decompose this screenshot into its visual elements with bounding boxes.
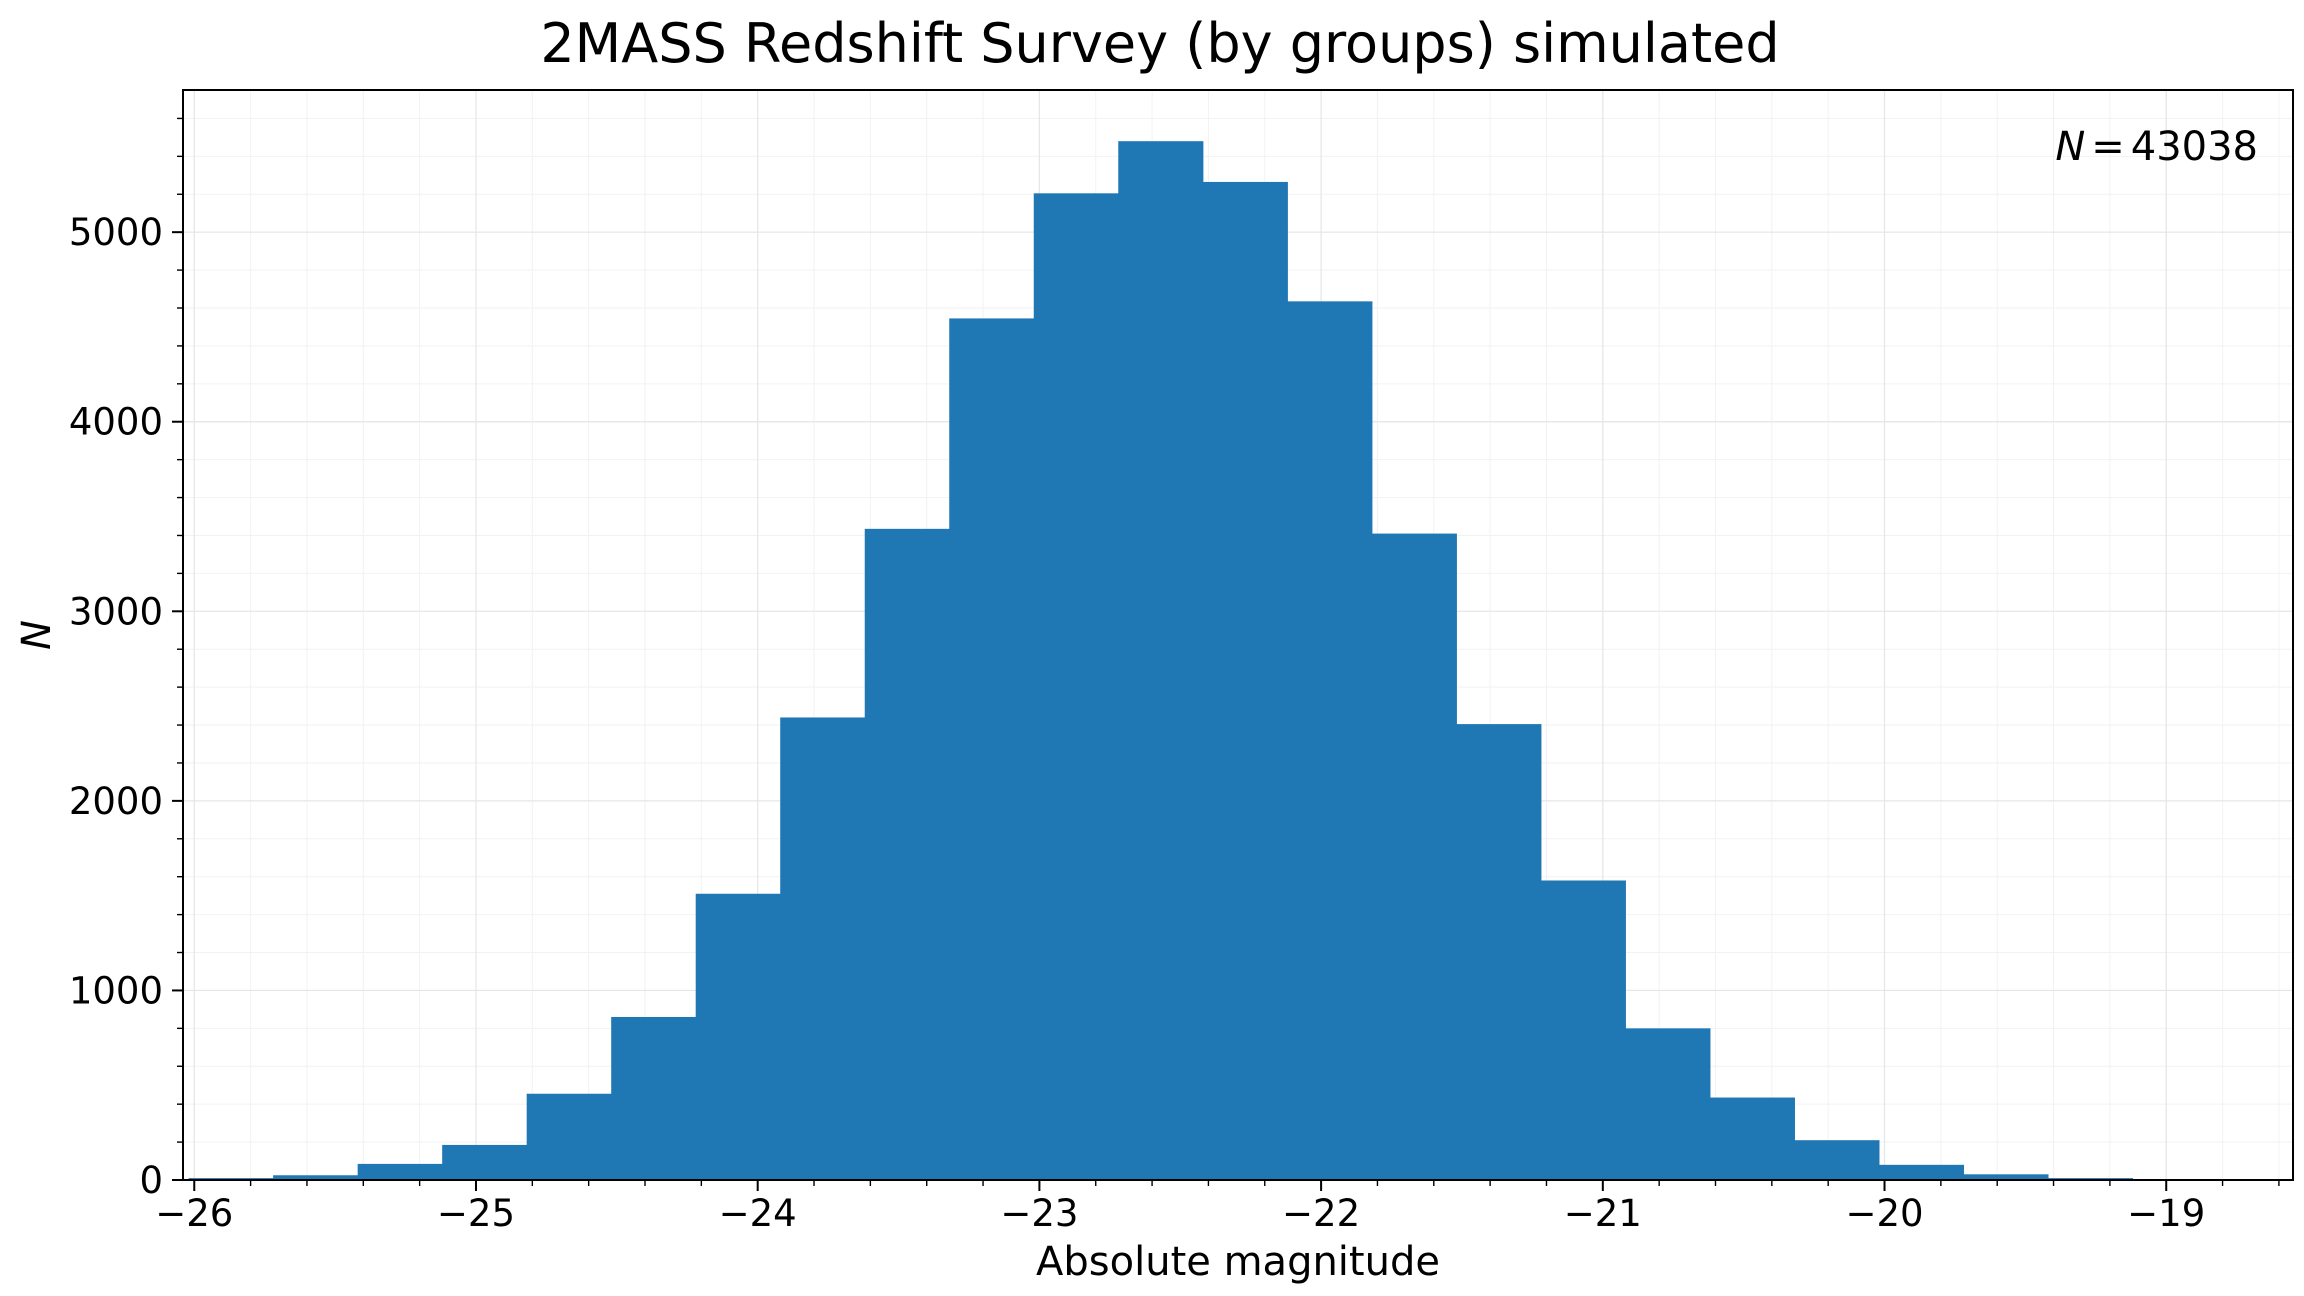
histogram-bar: [1371, 533, 1457, 1180]
histogram-bar: [1287, 301, 1373, 1180]
annotation-value: 43038: [2131, 124, 2258, 170]
histogram-bar: [1118, 141, 1204, 1180]
y-tick-label: 5000: [69, 211, 163, 254]
x-tick-labels: −26 −25 −24 −23 −22 −21 −20 −19: [155, 1192, 2205, 1235]
annotation-variable: N: [2055, 124, 2085, 170]
x-tick-label: −22: [1282, 1192, 1360, 1235]
y-axis-label: N: [14, 620, 60, 650]
annotation-equals: =: [2091, 124, 2125, 170]
plot-frame: [182, 89, 2294, 1181]
y-tick-label: 2000: [69, 780, 163, 823]
y-tick-label: 1000: [69, 969, 163, 1012]
histogram-bar: [1456, 724, 1542, 1180]
histogram-bar: [1033, 193, 1119, 1180]
x-tick-label: −20: [1845, 1192, 1923, 1235]
histogram-bar: [1794, 1140, 1880, 1180]
histogram-bar: [695, 893, 781, 1180]
histogram-bar: [1625, 1028, 1711, 1180]
histogram-bar: [949, 318, 1035, 1180]
y-tick-label: 4000: [69, 401, 163, 444]
histogram-bar: [1963, 1174, 2049, 1180]
x-tick-label: −24: [719, 1192, 797, 1235]
sample-size-annotation: N = 43038: [2055, 124, 2258, 170]
histogram-bar: [1878, 1164, 1965, 1180]
y-tick-label: 3000: [69, 590, 163, 633]
histogram-bar: [442, 1144, 528, 1180]
histogram-bar: [780, 717, 866, 1180]
y-tick-labels: 0 1000 2000 3000 4000 5000: [69, 211, 163, 1202]
x-tick-label: −19: [2127, 1192, 2205, 1235]
histogram-bar: [611, 1016, 697, 1180]
histogram-bar: [1202, 181, 1288, 1180]
y-tick-label: 0: [139, 1159, 163, 1202]
histogram-bar: [273, 1175, 359, 1180]
histogram-bar: [864, 528, 950, 1180]
histogram-bar: [1709, 1097, 1795, 1180]
histogram-bar: [357, 1163, 443, 1180]
x-tick-label: −26: [155, 1192, 233, 1235]
x-tick-label: −23: [1000, 1192, 1078, 1235]
histogram-bar: [1540, 880, 1626, 1180]
histogram-bars: [188, 141, 2218, 1180]
histogram-bar: [526, 1093, 612, 1180]
chart-title: 2MASS Redshift Survey (by groups) simula…: [540, 12, 1779, 75]
x-tick-label: −21: [1564, 1192, 1642, 1235]
x-axis-label: Absolute magnitude: [1036, 1239, 1440, 1285]
x-tick-label: −25: [437, 1192, 515, 1235]
